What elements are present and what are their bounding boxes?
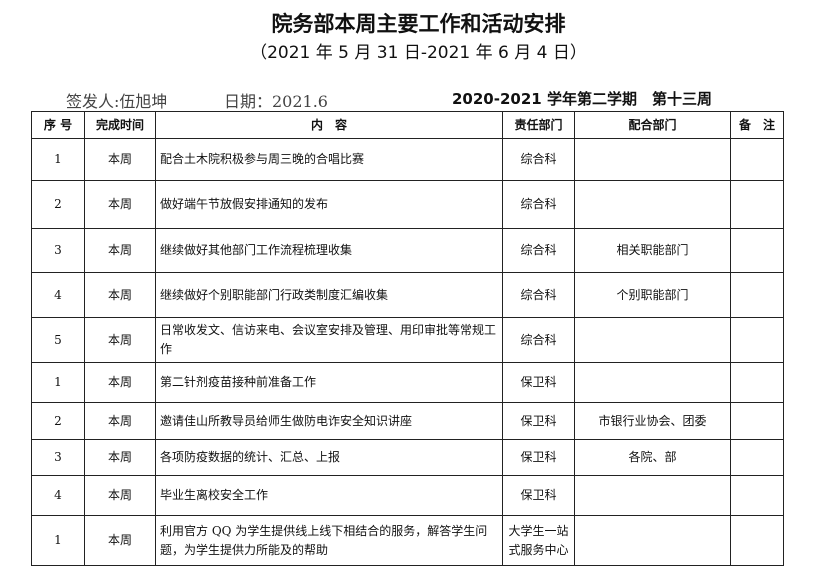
- row-note: [730, 317, 784, 363]
- row-note: [730, 228, 784, 273]
- responsible-dept: 保卫科: [502, 362, 575, 403]
- schedule-table: 序 号 完成时间 内 容 责任部门 配合部门 备 注 1 本周 配合土木院积极参与周…: [31, 111, 784, 566]
- table-row: 4 本周 继续做好个别职能部门行政类制度汇编收集 综合科 个别职能部门: [31, 272, 784, 318]
- row-content: 日常收发文、信访来电、会议室安排及管理、用印审批等常规工作: [155, 317, 503, 363]
- row-number: 2: [31, 180, 85, 229]
- row-number: 2: [31, 402, 85, 440]
- header-coop: 配合部门: [574, 111, 731, 139]
- term-week: 2020-2021 学年第二学期 第十三周: [452, 90, 712, 108]
- table-header: 序 号 完成时间 内 容 责任部门 配合部门 备 注: [31, 111, 784, 139]
- cooperating-dept: [574, 362, 731, 403]
- cooperating-dept: 个别职能部门: [574, 272, 731, 318]
- page-title: 院务部本周主要工作和活动安排: [271, 12, 566, 36]
- row-content: 各项防疫数据的统计、汇总、上报: [155, 439, 503, 476]
- row-note: [730, 515, 784, 566]
- row-number: 1: [31, 362, 85, 403]
- completion-time: 本周: [84, 180, 156, 229]
- row-note: [730, 362, 784, 403]
- responsible-dept: 保卫科: [502, 475, 575, 516]
- responsible-dept: 综合科: [502, 138, 575, 181]
- completion-time: 本周: [84, 439, 156, 476]
- completion-time: 本周: [84, 272, 156, 318]
- table-row: 2 本周 做好端午节放假安排通知的发布 综合科: [31, 180, 784, 229]
- table-row: 1 本周 配合土木院积极参与周三晚的合唱比赛 综合科: [31, 138, 784, 181]
- completion-time: 本周: [84, 317, 156, 363]
- responsible-dept: 综合科: [502, 317, 575, 363]
- cooperating-dept: 各院、部: [574, 439, 731, 476]
- row-number: 5: [31, 317, 85, 363]
- row-number: 4: [31, 475, 85, 516]
- row-content: 配合土木院积极参与周三晚的合唱比赛: [155, 138, 503, 181]
- cooperating-dept: [574, 138, 731, 181]
- row-note: [730, 439, 784, 476]
- cooperating-dept: [574, 317, 731, 363]
- completion-time: 本周: [84, 515, 156, 566]
- cooperating-dept: [574, 515, 731, 566]
- row-content: 邀请佳山所教导员给师生做防电诈安全知识讲座: [155, 402, 503, 440]
- table-row: 4 本周 毕业生离校安全工作 保卫科: [31, 475, 784, 516]
- completion-time: 本周: [84, 362, 156, 403]
- row-content: 继续做好其他部门工作流程梳理收集: [155, 228, 503, 273]
- completion-time: 本周: [84, 138, 156, 181]
- cooperating-dept: [574, 475, 731, 516]
- issuer: 签发人:伍旭坤: [66, 92, 168, 111]
- row-number: 1: [31, 515, 85, 566]
- header-no: 序 号: [31, 111, 85, 139]
- table-row: 2 本周 邀请佳山所教导员给师生做防电诈安全知识讲座 保卫科 市银行业协会、团委: [31, 402, 784, 440]
- row-note: [730, 180, 784, 229]
- row-content: 第二针剂疫苗接种前准备工作: [155, 362, 503, 403]
- row-note: [730, 138, 784, 181]
- row-content: 利用官方 QQ 为学生提供线上线下相结合的服务，解答学生问题，为学生提供力所能及…: [155, 515, 503, 566]
- header-note: 备 注: [730, 111, 784, 139]
- table-row: 3 本周 各项防疫数据的统计、汇总、上报 保卫科 各院、部: [31, 439, 784, 476]
- row-number: 3: [31, 228, 85, 273]
- responsible-dept: 综合科: [502, 180, 575, 229]
- cooperating-dept: [574, 180, 731, 229]
- header-time: 完成时间: [84, 111, 156, 139]
- row-note: [730, 475, 784, 516]
- responsible-dept: 保卫科: [502, 439, 575, 476]
- responsible-dept: 保卫科: [502, 402, 575, 440]
- responsible-dept: 大学生一站式服务中心: [502, 515, 575, 566]
- cooperating-dept: 相关职能部门: [574, 228, 731, 273]
- completion-time: 本周: [84, 475, 156, 516]
- row-number: 1: [31, 138, 85, 181]
- issue-date: 日期：2021.6: [224, 92, 328, 111]
- row-number: 4: [31, 272, 85, 318]
- completion-time: 本周: [84, 228, 156, 273]
- table-row: 1 本周 第二针剂疫苗接种前准备工作 保卫科: [31, 362, 784, 403]
- responsible-dept: 综合科: [502, 228, 575, 273]
- row-note: [730, 402, 784, 440]
- table-row: 5 本周 日常收发文、信访来电、会议室安排及管理、用印审批等常规工作 综合科: [31, 317, 784, 363]
- responsible-dept: 综合科: [502, 272, 575, 318]
- date-range: （2021 年 5 月 31 日-2021 年 6 月 4 日）: [250, 43, 587, 63]
- completion-time: 本周: [84, 402, 156, 440]
- row-number: 3: [31, 439, 85, 476]
- cooperating-dept: 市银行业协会、团委: [574, 402, 731, 440]
- row-content: 做好端午节放假安排通知的发布: [155, 180, 503, 229]
- row-content: 毕业生离校安全工作: [155, 475, 503, 516]
- row-content: 继续做好个别职能部门行政类制度汇编收集: [155, 272, 503, 318]
- header-dept: 责任部门: [502, 111, 575, 139]
- table-row: 3 本周 继续做好其他部门工作流程梳理收集 综合科 相关职能部门: [31, 228, 784, 273]
- header-content: 内 容: [155, 111, 503, 139]
- row-note: [730, 272, 784, 318]
- table-row: 1 本周 利用官方 QQ 为学生提供线上线下相结合的服务，解答学生问题，为学生提供力…: [31, 515, 784, 566]
